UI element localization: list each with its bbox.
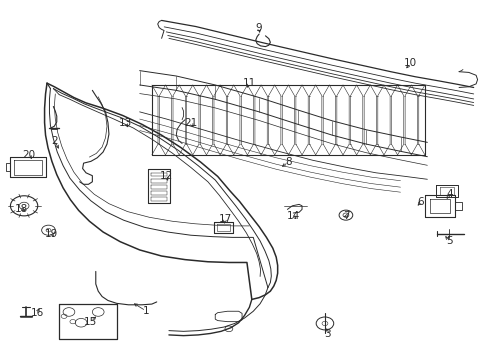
Text: 21: 21	[184, 118, 197, 128]
Text: 9: 9	[255, 23, 262, 33]
Text: 13: 13	[118, 118, 131, 128]
Text: 14: 14	[286, 211, 299, 221]
Text: 20: 20	[22, 150, 36, 160]
Text: 12: 12	[160, 171, 173, 181]
Text: 10: 10	[403, 58, 416, 68]
Text: 6: 6	[417, 197, 424, 207]
Text: 5: 5	[445, 236, 452, 246]
Text: 19: 19	[45, 229, 59, 239]
Text: 17: 17	[218, 215, 231, 224]
Text: 18: 18	[15, 204, 28, 214]
Text: 16: 16	[31, 308, 44, 318]
Text: 11: 11	[242, 78, 256, 88]
Text: 2: 2	[51, 136, 58, 145]
Text: 3: 3	[324, 329, 330, 339]
Text: 8: 8	[285, 157, 291, 167]
Text: 15: 15	[84, 317, 97, 327]
Text: 1: 1	[142, 306, 149, 316]
Text: 7: 7	[343, 211, 349, 221]
Text: 4: 4	[445, 189, 452, 199]
